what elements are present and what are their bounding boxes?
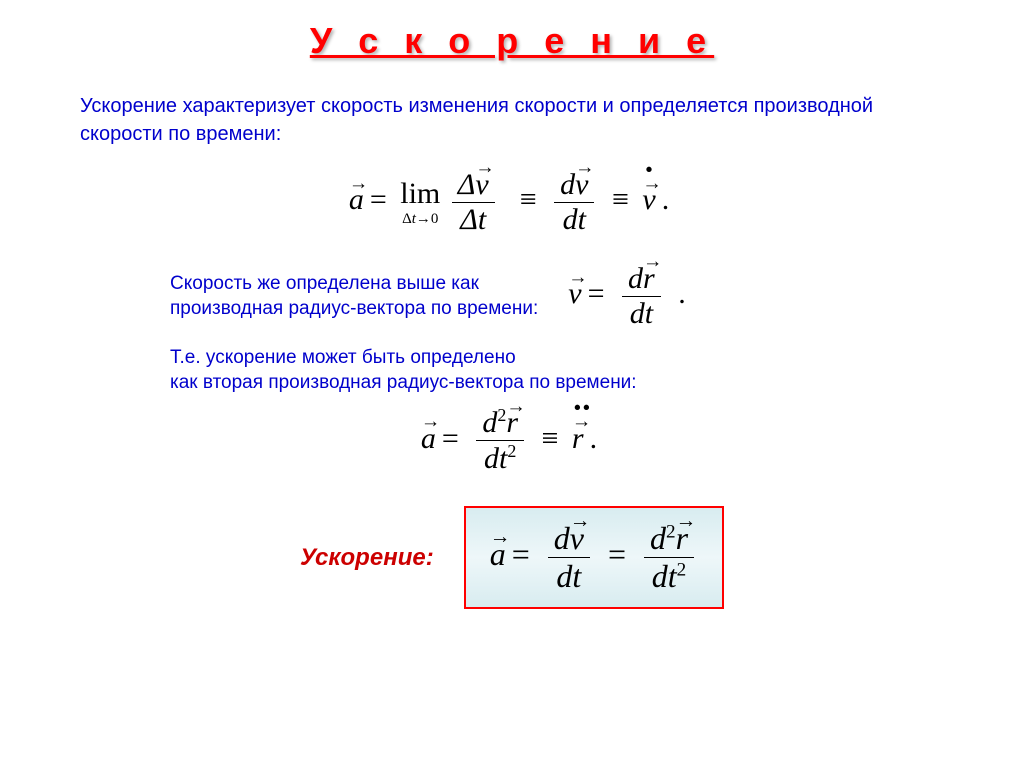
formula-box-final: a= dvdt = d2rdt2 [464,506,724,609]
formula-acceleration-def: a= limΔt→0 ΔvΔt ≡ dvdt ≡ v. [80,168,944,237]
slide-title: У с к о р е н и е [80,20,944,62]
velocity-def-text: Скорость же определена выше как производ… [170,272,538,321]
second-derivative-text: Т.е. ускорение может быть определено как… [170,346,944,395]
formula-second-derivative: a= d2rdt2 ≡ r. [80,405,944,476]
acceleration-label: Ускорение: [300,544,434,572]
slide-content: У с к о р е н и е Ускорение характеризуе… [0,0,1024,629]
final-formula-row: Ускорение: a= dvdt = d2rdt2 [80,506,944,609]
intro-text: Ускорение характеризует скорость изменен… [80,92,944,148]
formula-velocity: v= drdt . [568,262,691,331]
velocity-definition-row: Скорость же определена выше как производ… [170,262,944,331]
